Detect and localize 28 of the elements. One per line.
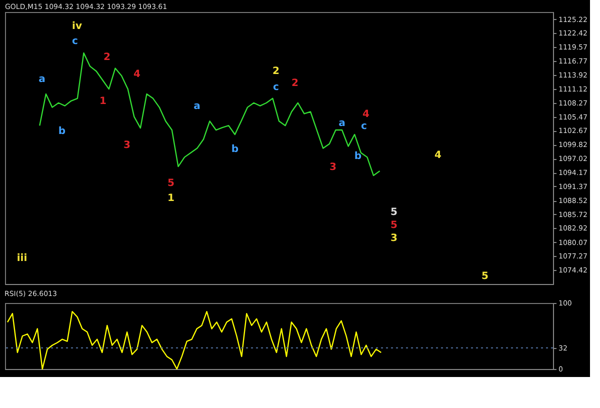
annotation: b bbox=[354, 151, 362, 162]
annotation: a bbox=[338, 118, 346, 129]
annotation: 1 bbox=[168, 193, 175, 204]
annotation: 5 bbox=[390, 220, 398, 231]
annotation: 5 bbox=[168, 178, 175, 189]
annotation: iv bbox=[72, 21, 82, 32]
annotation: 2 bbox=[272, 66, 280, 77]
annotation: 4 bbox=[434, 150, 442, 161]
annotation: 3 bbox=[330, 162, 337, 173]
annotation: 4 bbox=[134, 69, 141, 80]
annotation: 3 bbox=[124, 140, 131, 151]
annotation: c bbox=[361, 121, 368, 132]
annotation: iii bbox=[16, 253, 28, 264]
line-series bbox=[39, 52, 380, 176]
annotation: b bbox=[58, 126, 66, 137]
annotation: 4 bbox=[362, 109, 370, 120]
annotation: 3 bbox=[390, 233, 398, 244]
annotation: 5 bbox=[390, 207, 398, 218]
annotation: c bbox=[273, 82, 280, 93]
annotation: a bbox=[38, 74, 46, 85]
annotation: b bbox=[231, 144, 239, 155]
annotation: a bbox=[194, 101, 200, 112]
annotation: 2 bbox=[292, 78, 299, 89]
line-series bbox=[6, 310, 382, 370]
annotation: 5 bbox=[482, 271, 489, 282]
annotation: c bbox=[72, 36, 78, 47]
annotation: 1 bbox=[100, 96, 107, 107]
annotation: 2 bbox=[104, 52, 111, 63]
